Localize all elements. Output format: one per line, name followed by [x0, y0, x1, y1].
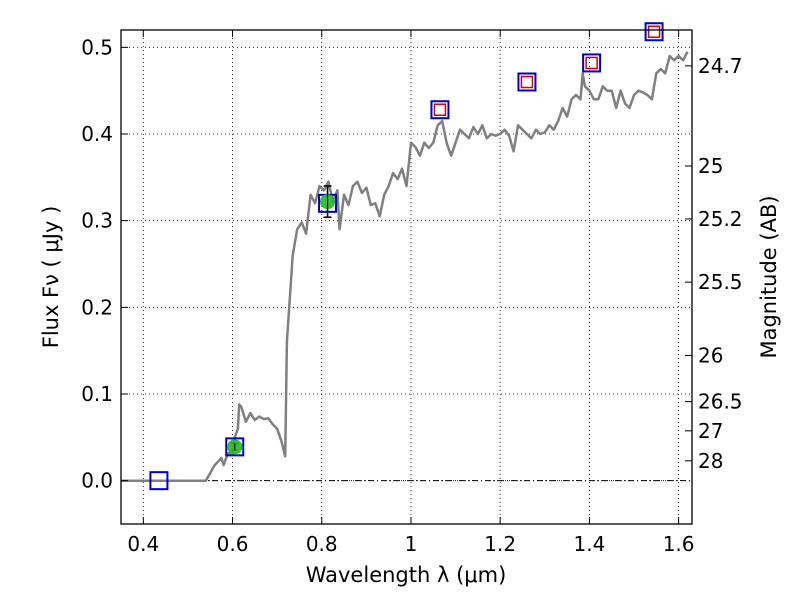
- model-flux-square: [644, 22, 664, 42]
- model-flux-square: [582, 53, 602, 73]
- y2-tick-label: 24.7: [698, 54, 743, 78]
- y-tick-label: 0.0: [81, 469, 113, 493]
- x-tick-label: 0.4: [127, 532, 159, 556]
- y2-tick-label: 26: [698, 343, 723, 367]
- model-flux-square: [149, 471, 169, 491]
- upper-limit-square: [647, 25, 661, 38]
- photometry-points: [149, 22, 664, 491]
- x-tick-label: 1.6: [663, 532, 695, 556]
- y2-tick-label: 27: [698, 419, 723, 443]
- model-flux-square: [225, 437, 245, 457]
- y2-tick-label: 26.5: [698, 390, 743, 414]
- y-tick-label: 0.5: [81, 35, 113, 59]
- plot-background: [121, 30, 692, 524]
- y-tick-label: 0.4: [81, 122, 113, 146]
- x-axis-label: Wavelength λ (μm): [306, 563, 507, 587]
- data-marks: [121, 51, 689, 482]
- y2-axis-label: Magnitude (AB): [757, 195, 781, 358]
- x-tick-label: 1: [405, 532, 418, 556]
- y-axis-label: Flux Fν ( μJy ): [39, 206, 63, 349]
- y-tick-label: 0.3: [81, 209, 113, 233]
- x-tick-label: 1.4: [573, 532, 605, 556]
- x-tick-label: 1.2: [484, 532, 516, 556]
- upper-limit-square: [433, 103, 447, 116]
- upper-limit-square: [585, 56, 598, 70]
- axis-ticks: [121, 30, 692, 524]
- y2-tick-label: 25.2: [698, 207, 743, 231]
- model-flux-square: [517, 72, 537, 92]
- y2-tick-label: 28: [698, 449, 723, 473]
- plot-frame: [120, 29, 693, 525]
- upper-limit-square: [520, 75, 534, 89]
- y-tick-label: 0.2: [81, 295, 113, 319]
- y2-tick-label: 25: [698, 154, 723, 178]
- x-tick-label: 0.6: [217, 532, 249, 556]
- x-tick-label: 0.8: [306, 532, 338, 556]
- model-spectrum-line: [121, 51, 689, 482]
- axis-tick-labels: 0.4 0.6 0.8 1 1.2 1.4 1.6 0.0 0.1 0.2 0.3 0.4 0.5 24.…: [81, 35, 742, 556]
- y2-tick-label: 25.5: [698, 270, 743, 294]
- y-tick-label: 0.1: [81, 382, 113, 406]
- model-flux-square: [430, 100, 450, 120]
